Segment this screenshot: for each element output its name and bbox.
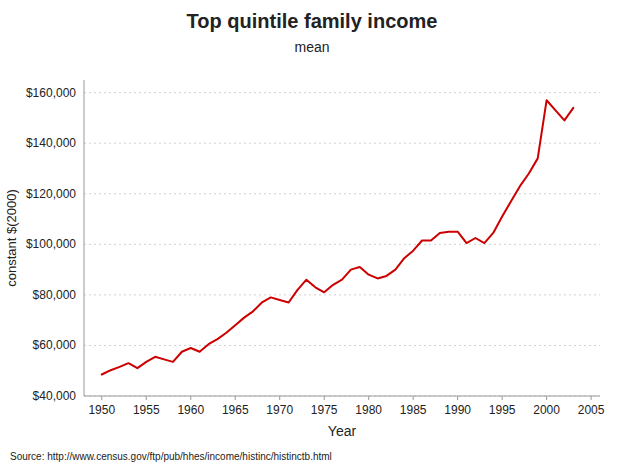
x-tick-label: 1965 — [222, 403, 249, 417]
x-tick — [324, 396, 325, 400]
x-tick-label: 1990 — [444, 403, 471, 417]
x-tick-label: 2005 — [578, 403, 605, 417]
x-tick-label: 1955 — [133, 403, 160, 417]
x-tick — [235, 396, 236, 400]
x-tick-label: 1960 — [177, 403, 204, 417]
x-tick-label: 1985 — [400, 403, 427, 417]
x-tick — [591, 396, 592, 400]
y-axis-line — [84, 80, 85, 396]
x-tick-label: 2000 — [533, 403, 560, 417]
y-tick-label: $140,000 — [26, 136, 76, 150]
x-tick — [190, 396, 191, 400]
grid-line — [84, 345, 600, 346]
x-axis-label: Year — [328, 423, 357, 439]
y-tick-label: $60,000 — [33, 338, 77, 352]
x-tick-label: 1975 — [311, 403, 338, 417]
y-axis-label: constant $(2000) — [4, 189, 19, 287]
source-note: Source: http://www.census.gov/ftp/pub/hh… — [10, 451, 332, 462]
x-tick — [368, 396, 369, 400]
x-tick — [502, 396, 503, 400]
title: Top quintile family income — [187, 10, 438, 32]
x-axis-line — [84, 396, 600, 397]
x-tick — [546, 396, 547, 400]
grid-line — [84, 143, 600, 144]
series — [102, 100, 574, 374]
y-tick-label: $80,000 — [33, 288, 77, 302]
grid — [84, 93, 600, 396]
y-tick-label: $100,000 — [26, 237, 76, 251]
y-tick-label: $160,000 — [26, 86, 76, 100]
grid-line — [84, 244, 600, 245]
x-tick-label: 1970 — [266, 403, 293, 417]
x-tick-label: 1995 — [489, 403, 516, 417]
x-tick — [413, 396, 414, 400]
subtitle: mean — [294, 39, 329, 55]
x-tick — [457, 396, 458, 400]
x-tick — [146, 396, 147, 400]
grid-line — [84, 294, 600, 295]
x-tick — [279, 396, 280, 400]
x-tick — [101, 396, 102, 400]
x-tick-label: 1950 — [88, 403, 115, 417]
y-tick-label: $120,000 — [26, 187, 76, 201]
grid-line — [84, 396, 600, 397]
y-tick-label: $40,000 — [33, 389, 77, 403]
x-tick-label: 1980 — [355, 403, 382, 417]
chart: Top quintile family income mean $40,000 $60… — [0, 0, 624, 468]
grid-line — [84, 193, 600, 194]
grid-line — [84, 92, 600, 93]
line — [102, 100, 574, 374]
